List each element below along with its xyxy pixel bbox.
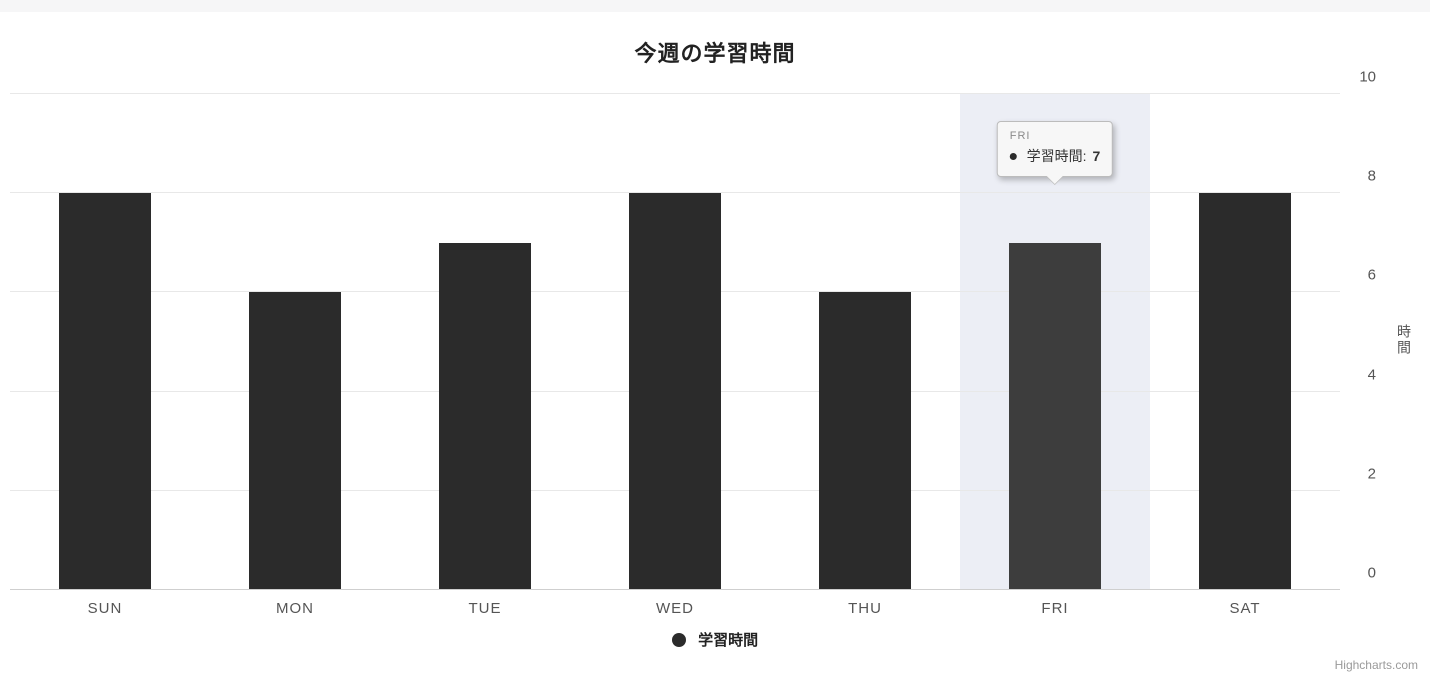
x-axis-baseline [10,589,1340,590]
tooltip-series-label: 学習時間: [1027,148,1087,164]
plot-area: FRI 学習時間: 7 [10,94,1340,590]
y-tick-label: 4 [1368,366,1376,383]
tooltip-series-dot-icon [1010,153,1017,160]
x-tick-label: MON [276,600,314,617]
tooltip: FRI 学習時間: 7 [997,121,1113,177]
x-tick-label: WED [656,600,694,617]
bar[interactable] [629,193,720,590]
bars-layer[interactable] [10,94,1340,590]
y-tick-label: 8 [1368,168,1376,185]
tooltip-value: 7 [1092,148,1100,164]
x-tick-label: SAT [1229,600,1260,617]
legend-label: 学習時間 [698,632,758,649]
bar[interactable] [439,243,530,590]
x-tick-label: THU [848,600,882,617]
bar[interactable] [1199,193,1290,590]
chart-title: 今週の学習時間 [0,36,1430,68]
y-tick-label: 10 [1359,69,1376,86]
tooltip-category: FRI [1010,130,1100,142]
x-tick-label: SUN [88,600,123,617]
x-axis-labels: SUN MON TUE WED THU FRI SAT [10,600,1340,624]
bar[interactable] [819,292,910,590]
bar[interactable] [1009,243,1100,590]
top-strip [0,0,1430,12]
credits-link[interactable]: Highcharts.com [1335,658,1418,672]
y-axis-labels: 0246810 [1348,94,1376,590]
legend[interactable]: 学習時間 [0,629,1430,650]
bar[interactable] [59,193,150,590]
y-tick-label: 6 [1368,267,1376,284]
bar[interactable] [249,292,340,590]
y-tick-label: 0 [1368,565,1376,582]
x-tick-label: TUE [469,600,502,617]
tooltip-row: 学習時間: 7 [1010,146,1100,166]
weekly-study-chart: 今週の学習時間 FRI 学習時間: 7 SUN MON TUE WED THU FRI SA… [0,0,1430,680]
x-tick-label: FRI [1041,600,1068,617]
y-axis-title: 時間 [1394,324,1414,356]
y-tick-label: 2 [1368,465,1376,482]
legend-swatch-icon [672,633,686,647]
